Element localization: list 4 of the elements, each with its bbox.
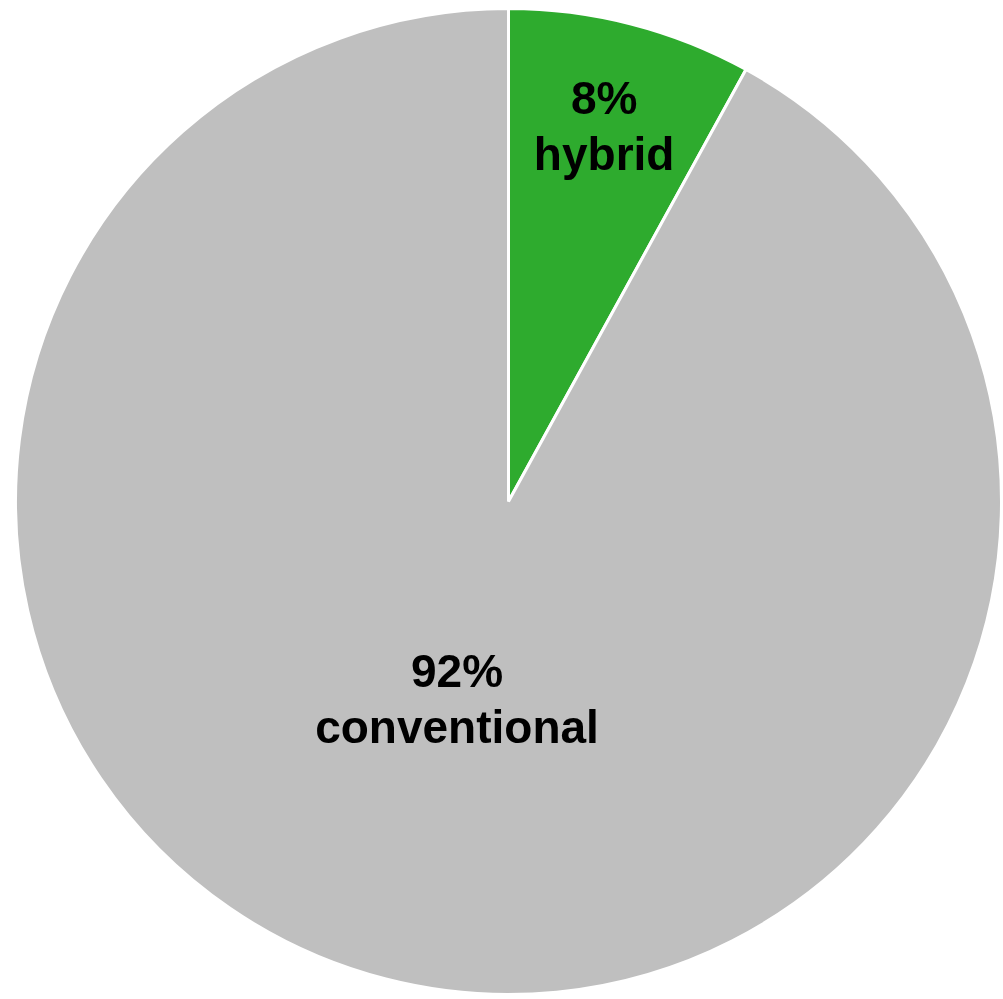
slice-label: conventional [315, 700, 599, 753]
slice-label: hybrid [533, 127, 675, 180]
data-label: 8% [570, 71, 638, 124]
data-label: 92% [410, 644, 504, 697]
